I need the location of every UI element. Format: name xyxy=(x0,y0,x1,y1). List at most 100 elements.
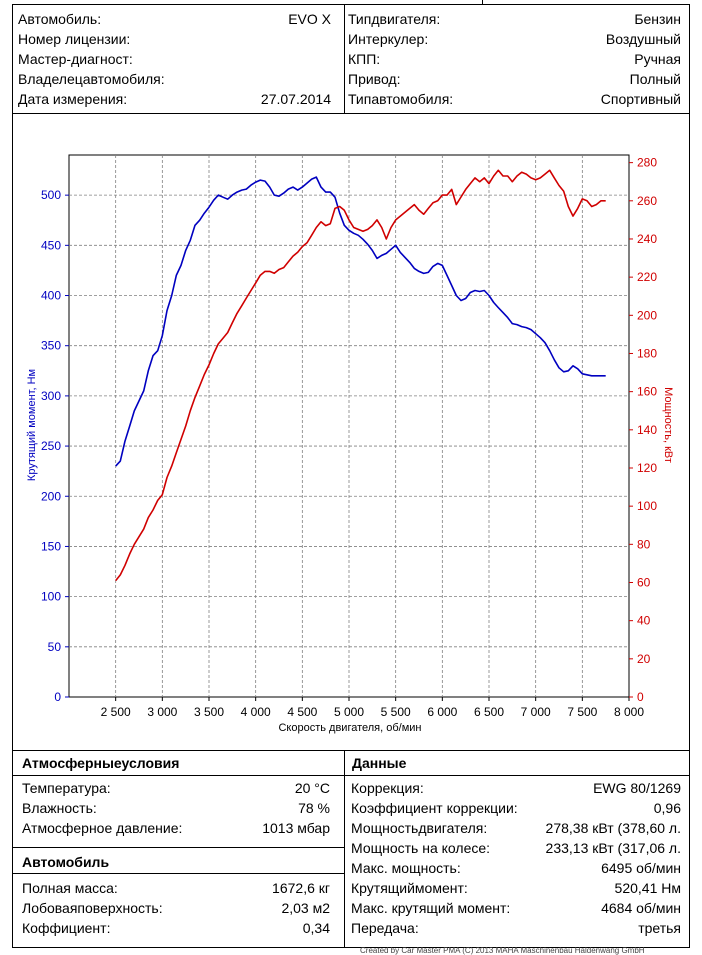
y-left-tick-label: 100 xyxy=(41,590,61,604)
atmos-label: Атмосферное давление: xyxy=(22,820,183,836)
footer-text: Created by Car Master PMA (C) 2013 MAHA … xyxy=(360,946,645,955)
vehicle-info-label: Автомобиль: xyxy=(18,11,102,27)
power-line xyxy=(115,169,606,582)
y-left-tick-label: 400 xyxy=(41,289,61,303)
x-tick-label: 5 000 xyxy=(334,705,364,719)
y-right-tick-label: 200 xyxy=(637,308,657,322)
results-row: Макс. мощность: 6495 об/мин xyxy=(351,860,681,878)
results-row: Макс. крутящий момент: 4684 об/мин xyxy=(351,900,681,918)
results-value: 520,41 Нм xyxy=(614,880,681,896)
engine-info-row: КПП: Ручная xyxy=(348,51,681,69)
engine-info-row: Типдвигателя: Бензин xyxy=(348,11,681,29)
atmos-row: Атмосферное давление: 1013 мбар xyxy=(22,820,330,838)
results-label: Макс. крутящий момент: xyxy=(351,900,511,916)
vehicle-info-row: Владелецавтомобиля: xyxy=(18,71,331,89)
engine-info-label: Типдвигателя: xyxy=(348,11,441,27)
y-left-tick-label: 300 xyxy=(41,389,61,403)
results-label: Коррекция: xyxy=(351,780,424,796)
y-right-tick-label: 140 xyxy=(637,423,657,437)
car-row: Коффициент: 0,34 xyxy=(22,920,330,938)
x-tick-label: 7 000 xyxy=(521,705,551,719)
header-divider xyxy=(344,5,345,113)
y-right-tick-label: 60 xyxy=(637,575,651,589)
vehicle-info-label: Владелецавтомобиля: xyxy=(18,71,165,87)
car-label: Лобоваяповерхность: xyxy=(22,900,163,916)
results-value: 0,96 xyxy=(653,800,681,816)
x-tick-label: 8 000 xyxy=(614,705,644,719)
y-right-tick-label: 80 xyxy=(637,537,651,551)
engine-info-value: Ручная xyxy=(634,51,681,67)
atmos-row: Температура: 20 °C xyxy=(22,780,330,798)
atmos-value: 78 % xyxy=(298,800,330,816)
car-row: Лобоваяповерхность: 2,03 м2 xyxy=(22,900,330,918)
y-right-tick-label: 160 xyxy=(637,385,657,399)
results-title: Данные xyxy=(352,755,407,771)
vehicle-info-row: Номер лицензии: xyxy=(18,31,331,49)
x-axis-label: Скорость двигателя, об/мин xyxy=(278,722,421,734)
header-panel xyxy=(12,0,690,114)
x-tick-label: 3 500 xyxy=(194,705,224,719)
results-value: 4684 об/мин xyxy=(601,900,681,916)
y-left-tick-label: 200 xyxy=(41,489,61,503)
car-top-line xyxy=(13,847,344,848)
atmos-value: 20 °C xyxy=(294,780,330,796)
results-row: Коррекция: EWG 80/1269 xyxy=(351,780,681,798)
y-left-tick-label: 500 xyxy=(41,188,61,202)
car-label: Полная масса: xyxy=(22,880,118,896)
results-label: Мощностьдвигателя: xyxy=(351,820,488,836)
results-label: Крутящиймомент: xyxy=(351,880,468,896)
engine-info-value: Воздушный xyxy=(605,31,681,47)
x-tick-label: 2 500 xyxy=(101,705,131,719)
y-right-tick-label: 280 xyxy=(637,156,657,170)
results-label: Передача: xyxy=(351,920,419,936)
engine-info-value: Бензин xyxy=(634,11,681,27)
results-header-line xyxy=(344,775,689,776)
car-header-line xyxy=(13,873,344,874)
x-tick-label: 3 000 xyxy=(147,705,177,719)
y-right-tick-label: 40 xyxy=(637,614,651,628)
y-right-tick-label: 240 xyxy=(637,232,657,246)
y-right-tick-label: 220 xyxy=(637,270,657,284)
atmos-header-line xyxy=(13,775,344,776)
y-left-tick-label: 250 xyxy=(41,439,61,453)
y-right-tick-label: 0 xyxy=(637,690,644,704)
x-tick-label: 4 500 xyxy=(287,705,317,719)
results-label: Мощность на колесе: xyxy=(351,840,491,856)
vehicle-info-value: EVO X xyxy=(288,11,331,27)
atmos-value: 1013 мбар xyxy=(262,820,330,836)
y-right-tick-label: 260 xyxy=(637,194,657,208)
y-left-tick-label: 50 xyxy=(48,640,62,654)
car-title: Автомобиль xyxy=(22,854,110,870)
y-right-tick-label: 20 xyxy=(637,652,651,666)
x-tick-label: 6 500 xyxy=(474,705,504,719)
torque-line xyxy=(115,176,606,467)
y-right-tick-label: 120 xyxy=(637,461,657,475)
engine-info-row: Интеркулер: Воздушный xyxy=(348,31,681,49)
y-left-axis-label: Крутящий момент, Нм xyxy=(26,369,38,481)
y-right-tick-label: 100 xyxy=(637,499,657,513)
y-left-tick-label: 350 xyxy=(41,339,61,353)
results-value: 6495 об/мин xyxy=(601,860,681,876)
y-right-tick-label: 180 xyxy=(637,346,657,360)
y-left-tick-label: 150 xyxy=(41,539,61,553)
vehicle-info-row: Дата измерения: 27.07.2014 xyxy=(18,91,331,109)
car-value: 0,34 xyxy=(302,920,330,936)
results-value: 233,13 кВт (317,06 л. xyxy=(545,840,681,856)
vehicle-info-label: Дата измерения: xyxy=(18,91,128,107)
results-row: Коэффициент коррекции: 0,96 xyxy=(351,800,681,818)
results-value: 278,38 кВт (378,60 л. xyxy=(545,820,681,836)
vehicle-info-value: 27.07.2014 xyxy=(260,91,331,107)
results-value: третья xyxy=(638,920,681,936)
atmos-title: Атмосферныеусловия xyxy=(22,755,180,771)
engine-info-label: Привод: xyxy=(348,71,401,87)
vehicle-info-row: Мастер-диагност: xyxy=(18,51,331,69)
engine-info-value: Полный xyxy=(629,71,681,87)
results-row: Мощностьдвигателя: 278,38 кВт (378,60 л. xyxy=(351,820,681,838)
y-right-axis-label: Мощность, кВт xyxy=(662,387,674,463)
engine-info-label: КПП: xyxy=(348,51,381,67)
x-tick-label: 4 000 xyxy=(241,705,271,719)
results-label: Коэффициент коррекции: xyxy=(351,800,518,816)
x-tick-label: 7 500 xyxy=(567,705,597,719)
engine-info-label: Типавтомобиля: xyxy=(348,91,454,107)
